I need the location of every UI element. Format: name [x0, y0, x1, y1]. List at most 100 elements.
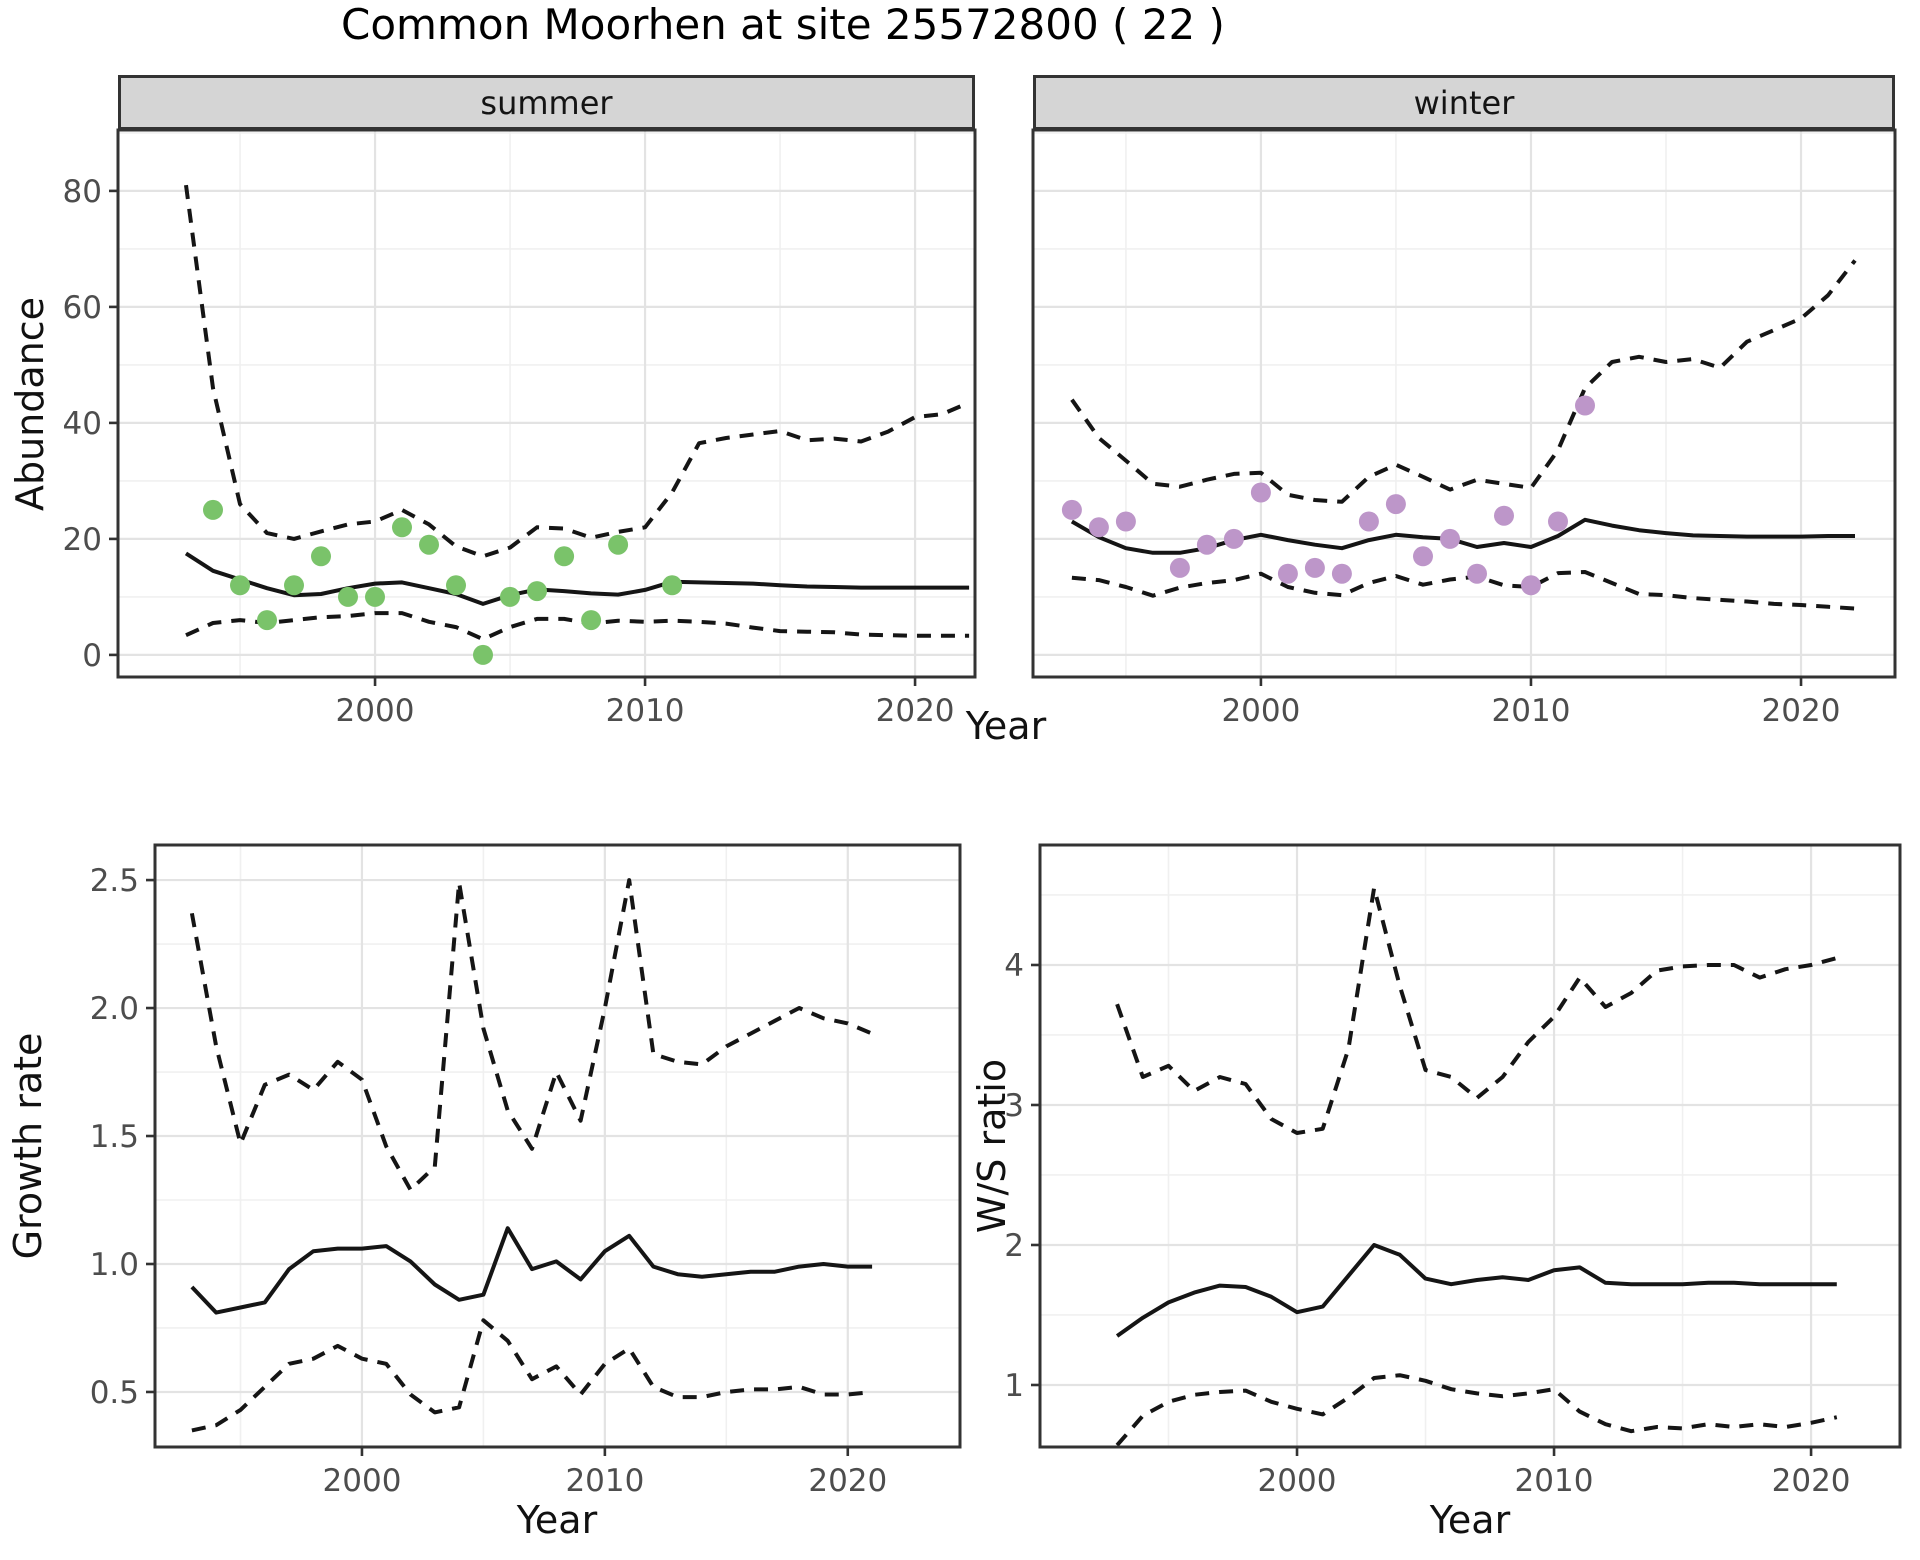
summer-point [203, 499, 223, 520]
svg-text:1: 1 [1004, 1368, 1024, 1404]
ws-panel-background [1040, 845, 1900, 1447]
svg-text:2010: 2010 [606, 693, 685, 729]
winter-point [1088, 517, 1109, 538]
svg-text:2: 2 [1004, 1228, 1024, 1264]
ws-tick-labels: 2000 2010 2020 1 2 3 4 [1004, 948, 1850, 1499]
summer-lower-ci-line [185, 611, 970, 642]
ws-median-line [1115, 1243, 1837, 1338]
ws-ratio-plot: 2000 2010 2020 1 2 3 4 [1004, 843, 1902, 1499]
summer-point [662, 575, 683, 596]
winter-observation-points [1061, 395, 1595, 596]
svg-text:4: 4 [1004, 948, 1024, 984]
ws-lower-ci-line [1115, 1373, 1838, 1447]
summer-point [284, 575, 304, 596]
growth-tick-marks [146, 878, 850, 1456]
figure-title: Common Moorhen at site 25572800 ( 22 ) [341, 0, 1225, 49]
summer-point [554, 546, 575, 567]
ws-upper-ci-line [1115, 886, 1838, 1135]
winter-tick-labels: 2000 2010 2020 [1221, 693, 1840, 729]
winter-point [1521, 575, 1541, 596]
svg-text:0.5: 0.5 [90, 1375, 139, 1411]
winter-point [1331, 563, 1352, 584]
ws-panel-border [1038, 843, 1902, 1449]
svg-text:2.0: 2.0 [90, 991, 139, 1027]
growth-panel-background [155, 845, 960, 1447]
growth-gridlines-minor [155, 845, 960, 1447]
winter-upper-ci-line [1070, 259, 1857, 504]
summer-panel-background [118, 130, 975, 677]
summer-point [365, 586, 385, 607]
svg-text:40: 40 [63, 406, 102, 442]
svg-text:2020: 2020 [1772, 1463, 1851, 1499]
growth-rate-plot: 2000 2010 2020 0.5 1.0 1.5 2.0 2.5 [90, 843, 962, 1499]
winter-point [1358, 511, 1379, 532]
summer-gridlines-major [118, 130, 975, 677]
winter-point [1575, 395, 1595, 416]
summer-median-line [184, 551, 970, 606]
winter-panel-background [1033, 130, 1895, 677]
svg-text:60: 60 [63, 290, 102, 326]
summer-point [473, 644, 493, 665]
growth-median-line [190, 1226, 873, 1315]
growth-rate-axis-label: Growth rate [6, 1032, 50, 1260]
winter-point [1548, 511, 1568, 532]
abundance-axis-label: Abundance [8, 296, 52, 512]
winter-abundance-plot: 2000 2010 2020 [1031, 128, 1897, 729]
svg-text:80: 80 [63, 174, 102, 210]
svg-text:1.5: 1.5 [90, 1119, 139, 1155]
facet-strip-winter: winter [1033, 75, 1895, 130]
svg-text:2.5: 2.5 [90, 863, 139, 899]
summer-point [230, 575, 250, 596]
svg-text:3: 3 [1004, 1088, 1024, 1124]
winter-lower-ci-line [1071, 570, 1856, 611]
winter-point [1494, 505, 1514, 526]
summer-observation-points [203, 499, 683, 665]
svg-text:2020: 2020 [876, 693, 955, 729]
summer-point [419, 534, 439, 555]
facet-label-winter: winter [1413, 83, 1515, 122]
svg-text:0: 0 [82, 638, 102, 674]
winter-panel-border [1031, 128, 1897, 679]
svg-text:2000: 2000 [336, 693, 415, 729]
summer-abundance-plot: 2000 2010 2020 0 20 40 60 80 [63, 128, 977, 729]
facet-label-summer: summer [480, 83, 613, 122]
summer-point [392, 517, 412, 538]
summer-point [527, 581, 547, 602]
summer-point [608, 534, 629, 555]
svg-text:2020: 2020 [808, 1463, 887, 1499]
summer-point [311, 546, 331, 567]
growth-tick-labels: 2000 2010 2020 0.5 1.0 1.5 2.0 2.5 [90, 863, 888, 1499]
ws-gridlines-minor [1040, 845, 1900, 1447]
winter-point [1169, 557, 1190, 578]
growth-panel-border [153, 843, 962, 1449]
winter-tick-marks [1259, 677, 1803, 686]
winter-point [1196, 534, 1217, 555]
svg-text:20: 20 [63, 522, 102, 558]
growth-upper-ci-line [189, 878, 873, 1192]
summer-tick-marks [109, 189, 917, 686]
summer-point [338, 586, 358, 607]
winter-point [1440, 528, 1460, 549]
summer-point [446, 575, 466, 596]
summer-upper-ci-line [184, 184, 970, 559]
svg-text:2020: 2020 [1762, 693, 1841, 729]
summer-tick-labels: 2000 2010 2020 0 20 40 60 80 [63, 174, 955, 729]
svg-text:2010: 2010 [1515, 1463, 1594, 1499]
growth-lower-ci-line [191, 1318, 873, 1433]
year-axis-label-top: Year [965, 704, 1047, 748]
winter-point [1250, 482, 1271, 503]
winter-gridlines-major [1033, 130, 1895, 677]
summer-gridlines-minor [118, 130, 975, 677]
summer-point [257, 610, 277, 631]
svg-text:2010: 2010 [565, 1463, 644, 1499]
svg-text:2000: 2000 [323, 1463, 402, 1499]
year-axis-label-ws: Year [1429, 1498, 1511, 1542]
winter-point [1115, 511, 1136, 532]
ws-gridlines-major [1040, 845, 1900, 1447]
summer-panel-border [116, 128, 977, 679]
winter-point [1413, 546, 1433, 567]
svg-text:2000: 2000 [1258, 1463, 1337, 1499]
winter-point [1304, 557, 1325, 578]
winter-gridlines-minor [1033, 130, 1895, 677]
